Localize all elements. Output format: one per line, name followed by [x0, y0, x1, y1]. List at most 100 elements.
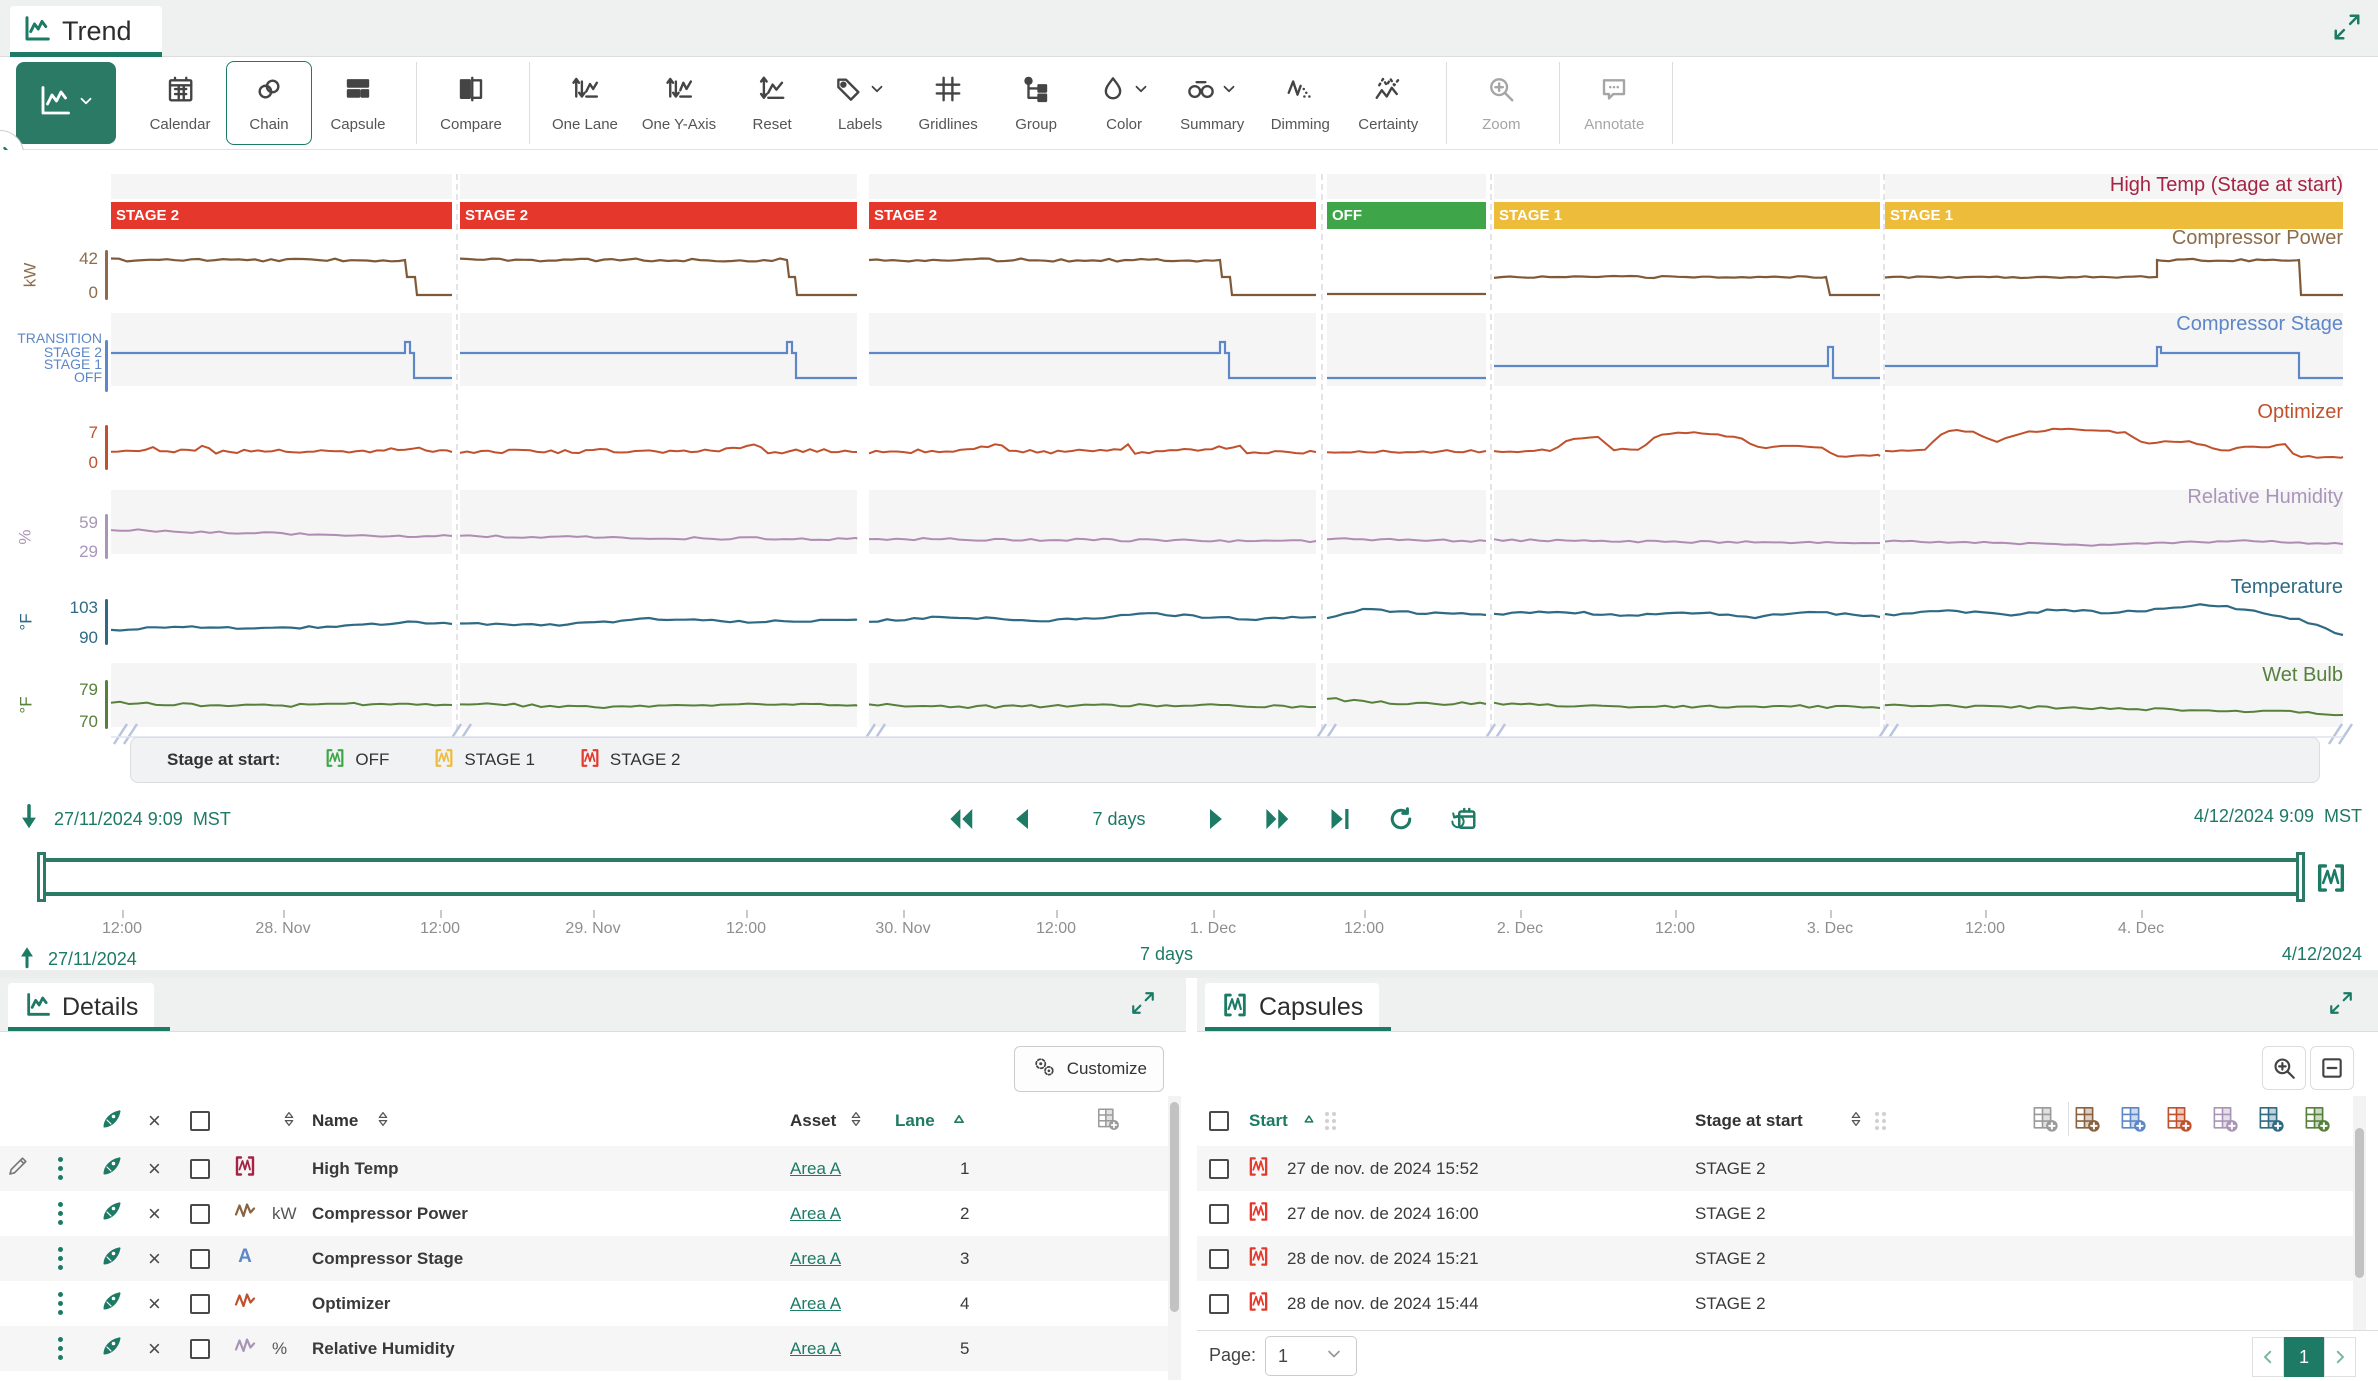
rocket-icon[interactable]: [100, 1107, 124, 1136]
details-expand-icon[interactable]: [1130, 990, 1156, 1021]
step-forward-full-button[interactable]: [1256, 798, 1298, 840]
capsule-stage-bar[interactable]: STAGE 1: [1494, 202, 1880, 229]
row-checkbox[interactable]: [190, 1158, 210, 1179]
capsule-row[interactable]: 27 de nov. de 2024 16:00 STAGE 2: [1197, 1191, 2353, 1236]
toolbar-button-gridlines[interactable]: Gridlines: [906, 62, 990, 144]
column-header-start[interactable]: Start: [1249, 1111, 1288, 1130]
remove-row-icon[interactable]: ×: [148, 1245, 161, 1271]
capsule-row[interactable]: 28 de nov. de 2024 15:21 STAGE 2: [1197, 1236, 2353, 1281]
row-menu-icon[interactable]: [58, 1337, 63, 1360]
toolbar-button-labels[interactable]: Labels: [818, 62, 902, 144]
toolbar-button-chain[interactable]: Chain: [226, 61, 312, 145]
pencil-icon[interactable]: [6, 1154, 30, 1183]
capsule-stage-bar[interactable]: STAGE 1: [1885, 202, 2343, 229]
sort-icon[interactable]: [1845, 1108, 1867, 1135]
update-range-button[interactable]: [1442, 798, 1484, 840]
column-grip-icon[interactable]: [1325, 1112, 1336, 1130]
capsule-stage-bar[interactable]: STAGE 2: [111, 202, 452, 229]
pager-current[interactable]: 1: [2284, 1337, 2324, 1377]
investigate-range-end[interactable]: 4/12/2024: [2281, 944, 2362, 964]
column-header-name[interactable]: Name: [312, 1111, 359, 1130]
tab-trend[interactable]: Trend: [10, 6, 162, 56]
rocket-icon[interactable]: [100, 1334, 124, 1363]
timeline-capsule-button[interactable]: [2314, 860, 2348, 896]
signal-name[interactable]: High Temp: [312, 1158, 399, 1178]
capsules-scrollbar[interactable]: [2353, 1096, 2366, 1330]
pager-next[interactable]: [2324, 1337, 2356, 1377]
toolbar-button-trend-view[interactable]: [16, 62, 116, 144]
rocket-icon[interactable]: [100, 1289, 124, 1318]
asset-link[interactable]: Area A: [790, 1293, 842, 1313]
row-checkbox[interactable]: [190, 1293, 210, 1314]
toolbar-button-annotate[interactable]: Annotate: [1572, 62, 1656, 144]
row-checkbox[interactable]: [190, 1248, 210, 1269]
details-row[interactable]: × High Temp Area A 1: [0, 1146, 1168, 1191]
details-row[interactable]: × Optimizer Area A 4: [0, 1281, 1168, 1326]
column-grip-icon[interactable]: [1875, 1112, 1886, 1130]
lane-label[interactable]: Optimizer: [2257, 401, 2343, 423]
rocket-icon[interactable]: [100, 1154, 124, 1183]
capsules-zoom-icon[interactable]: [2262, 1046, 2306, 1090]
details-row[interactable]: × A Compressor Stage Area A 3: [0, 1236, 1168, 1281]
asset-link[interactable]: Area A: [790, 1248, 842, 1268]
timeline-left-handle[interactable]: [37, 852, 46, 902]
remove-row-icon[interactable]: ×: [148, 1200, 161, 1226]
toolbar-button-certainty[interactable]: Certainty: [1346, 62, 1430, 144]
step-back-half-button[interactable]: [1002, 798, 1044, 840]
asset-link[interactable]: Area A: [790, 1338, 842, 1358]
capsule-stage-bar[interactable]: OFF: [1327, 202, 1486, 229]
lane-label[interactable]: Relative Humidity: [2187, 486, 2343, 508]
step-to-now-button[interactable]: [1318, 798, 1360, 840]
lane-label[interactable]: High Temp (Stage at start): [2109, 174, 2343, 196]
add-stat-column-icon[interactable]: [2030, 1104, 2060, 1139]
lane-label[interactable]: Compressor Power: [2171, 227, 2343, 249]
column-header-lane[interactable]: Lane: [895, 1111, 935, 1130]
column-header-stage[interactable]: Stage at start: [1695, 1111, 1803, 1130]
sort-icon[interactable]: [372, 1108, 394, 1135]
asset-link[interactable]: Area A: [790, 1203, 842, 1223]
toolbar-button-zoom[interactable]: Zoom: [1459, 62, 1543, 144]
add-stat-column-icon[interactable]: [2302, 1104, 2332, 1139]
row-menu-icon[interactable]: [58, 1157, 63, 1180]
add-stat-column-icon[interactable]: [2072, 1104, 2102, 1139]
add-stat-column-icon[interactable]: [2210, 1104, 2240, 1139]
customize-button[interactable]: Customize: [1013, 1046, 1164, 1092]
pager-prev[interactable]: [2252, 1337, 2284, 1377]
lane-label[interactable]: Compressor Stage: [2176, 313, 2343, 335]
capsule-stage-bar[interactable]: STAGE 2: [869, 202, 1316, 229]
step-forward-half-button[interactable]: [1194, 798, 1236, 840]
add-stat-column-icon[interactable]: [2164, 1104, 2194, 1139]
lane-label[interactable]: Temperature: [2230, 576, 2343, 598]
auto-update-button[interactable]: [1380, 798, 1422, 840]
display-range-start[interactable]: 27/11/2024 9:09 MST: [54, 809, 231, 829]
investigate-range-start[interactable]: 27/11/2024: [48, 949, 137, 969]
row-menu-icon[interactable]: [58, 1202, 63, 1225]
asset-link[interactable]: Area A: [790, 1158, 842, 1178]
add-stat-column-icon[interactable]: [2256, 1104, 2286, 1139]
details-row[interactable]: ×% Relative Humidity Area A 5: [0, 1326, 1168, 1371]
select-all-checkbox[interactable]: [190, 1111, 210, 1131]
toolbar-button-group[interactable]: Group: [994, 62, 1078, 144]
signal-name[interactable]: Compressor Power: [312, 1203, 468, 1223]
row-menu-icon[interactable]: [58, 1292, 63, 1315]
toolbar-button-dimming[interactable]: Dimming: [1258, 62, 1342, 144]
row-checkbox[interactable]: [1209, 1158, 1229, 1179]
toolbar-button-reset[interactable]: Reset: [730, 62, 814, 144]
timeline-range-selector[interactable]: [42, 858, 2302, 896]
capsule-row[interactable]: 28 de nov. de 2024 15:44 STAGE 2: [1197, 1281, 2353, 1326]
display-range-end[interactable]: 4/12/2024 9:09 MST: [2193, 806, 2362, 826]
capsule-row[interactable]: 27 de nov. de 2024 15:52 STAGE 2: [1197, 1146, 2353, 1191]
toolbar-button-calendar[interactable]: Calendar: [138, 62, 222, 144]
remove-row-icon[interactable]: ×: [148, 1155, 161, 1181]
row-checkbox[interactable]: [1209, 1248, 1229, 1269]
details-scrollbar[interactable]: [1168, 1096, 1181, 1380]
sort-asc-icon[interactable]: [1299, 1109, 1319, 1134]
row-checkbox[interactable]: [1209, 1203, 1229, 1224]
add-stat-column-icon[interactable]: [2118, 1104, 2148, 1139]
capsule-stage-bar[interactable]: STAGE 2: [460, 202, 857, 229]
maximize-trend-icon[interactable]: [2332, 12, 2362, 47]
lane-label[interactable]: Wet Bulb: [2262, 664, 2343, 686]
rocket-icon[interactable]: [100, 1244, 124, 1273]
page-size-select[interactable]: 1: [1265, 1336, 1357, 1376]
remove-row-icon[interactable]: ×: [148, 1290, 161, 1316]
